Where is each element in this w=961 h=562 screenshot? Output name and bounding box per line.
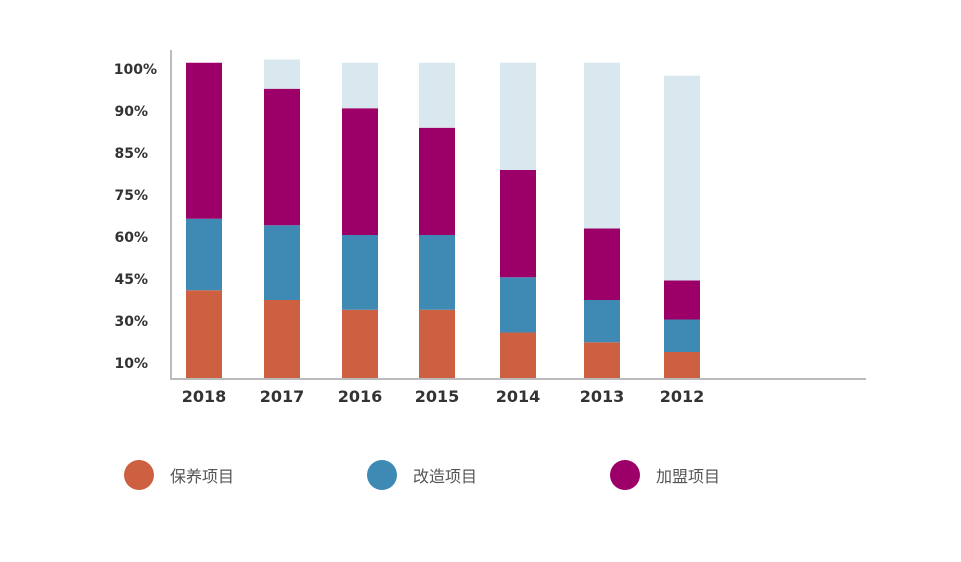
bars-group: [186, 59, 700, 378]
bar-segment-remainder: [419, 62, 455, 128]
bar-segment-maintenance: [264, 300, 300, 378]
x-tick-label: 2017: [260, 387, 305, 406]
bar-segment-maintenance: [584, 342, 620, 378]
bar-segment-maintenance: [419, 309, 455, 378]
legend-item-franchise[interactable]: 加盟项目: [610, 458, 720, 492]
legend-item-maintenance[interactable]: 保养项目: [124, 458, 234, 492]
y-tick-label: 45%: [114, 272, 148, 288]
bar-segment-franchise: [342, 108, 378, 235]
legend: 保养项目 改造项目 加盟项目: [0, 458, 961, 492]
y-tick-label: 75%: [114, 188, 148, 204]
legend-swatch-icon: [367, 460, 397, 490]
bar-segment-maintenance: [186, 290, 222, 378]
bar-segment-franchise: [264, 88, 300, 226]
x-tick-label: 2013: [580, 387, 625, 406]
x-tick-label: 2015: [415, 387, 460, 406]
bar-segment-franchise: [500, 170, 536, 278]
x-tick-label: 2012: [660, 387, 705, 406]
bar-segment-maintenance: [500, 332, 536, 378]
y-tick-label: 100%: [114, 62, 157, 78]
bar-segment-remainder: [584, 62, 620, 229]
bar-segment-renovation: [500, 277, 536, 333]
legend-swatch-icon: [610, 460, 640, 490]
y-tick-label: 30%: [114, 314, 148, 330]
bar-segment-remainder: [342, 62, 378, 109]
y-tick-labels: 10% 30% 45% 60% 75% 85% 90% 100%: [114, 62, 157, 372]
bar-segment-renovation: [664, 319, 700, 352]
y-tick-label: 85%: [114, 146, 148, 162]
legend-swatch-icon: [124, 460, 154, 490]
x-tick-label: 2016: [338, 387, 383, 406]
y-tick-label: 10%: [114, 356, 148, 372]
legend-label: 保养项目: [170, 467, 235, 486]
bar-segment-renovation: [186, 218, 222, 291]
x-tick-label: 2014: [496, 387, 541, 406]
bar-segment-franchise: [664, 280, 700, 320]
bar-segment-renovation: [264, 225, 300, 300]
bar-segment-remainder: [500, 62, 536, 170]
x-tick-labels: 2018 2017 2016 2015 2014 2013 2012: [182, 387, 705, 406]
bar-segment-renovation: [342, 235, 378, 310]
y-tick-label: 90%: [114, 104, 148, 120]
legend-item-renovation[interactable]: 改造项目: [367, 458, 477, 492]
bar-segment-maintenance: [664, 352, 700, 378]
bar-segment-maintenance: [342, 309, 378, 378]
bar-segment-franchise: [584, 228, 620, 300]
legend-label: 改造项目: [413, 467, 478, 486]
bar-segment-renovation: [419, 235, 455, 310]
legend-label: 加盟项目: [656, 467, 721, 486]
bar-segment-remainder: [264, 59, 300, 89]
bar-segment-renovation: [584, 300, 620, 343]
bar-segment-remainder: [664, 75, 700, 281]
x-tick-label: 2018: [182, 387, 227, 406]
y-tick-label: 60%: [114, 230, 148, 246]
bar-segment-franchise: [186, 62, 222, 219]
bar-segment-franchise: [419, 127, 455, 235]
